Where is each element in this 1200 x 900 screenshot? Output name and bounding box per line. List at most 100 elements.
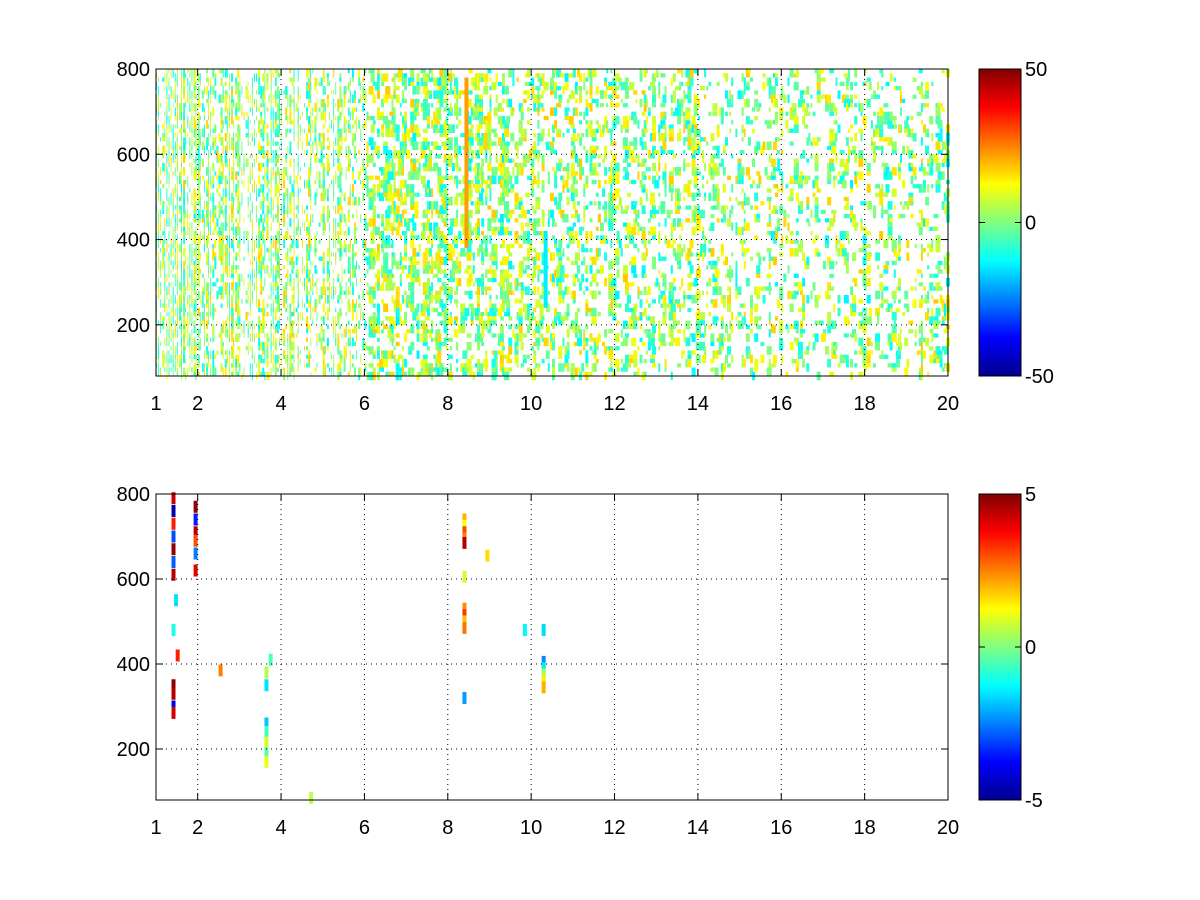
- top-heatmap-cell: [537, 73, 540, 82]
- top-heatmap-cell: [483, 115, 489, 125]
- top-heatmap-cell: [543, 115, 549, 121]
- top-heatmap-cell: [191, 162, 193, 168]
- top-heatmap-cell: [293, 320, 295, 325]
- top-heatmap-cell: [174, 222, 176, 232]
- top-heatmap-cell: [193, 141, 196, 146]
- top-heatmap-cell: [410, 111, 415, 121]
- top-heatmap-cell: [237, 179, 240, 189]
- top-heatmap-cell: [552, 218, 555, 227]
- top-heatmap-cell: [272, 367, 274, 372]
- top-heatmap-cell: [512, 158, 515, 163]
- top-heatmap-cell: [397, 77, 403, 82]
- top-heatmap-cell: [226, 90, 228, 99]
- top-heatmap-cell: [251, 239, 253, 249]
- top-heatmap-cell: [564, 107, 569, 116]
- top-heatmap-cell: [203, 239, 205, 244]
- top-heatmap-cell: [437, 111, 442, 121]
- top-heatmap-cell: [162, 260, 165, 270]
- top-heatmap-cell: [158, 192, 160, 202]
- top-heatmap-cell: [541, 184, 545, 193]
- top-heatmap-cell: [351, 252, 354, 261]
- top-heatmap-cell: [266, 150, 269, 159]
- top-heatmap-cell: [314, 235, 317, 244]
- top-heatmap-cell: [181, 303, 183, 313]
- top-heatmap-cell: [249, 120, 251, 125]
- top-heatmap-cell: [341, 132, 343, 142]
- top-heatmap-cell: [187, 90, 189, 95]
- top-heatmap-cell: [322, 107, 325, 112]
- top-heatmap-cell: [237, 81, 240, 91]
- top-heatmap-cell: [522, 158, 527, 163]
- top-heatmap-cell: [272, 299, 274, 308]
- top-heatmap-cell: [468, 90, 473, 95]
- top-heatmap-cell: [483, 132, 489, 142]
- top-heatmap-cell: [260, 371, 263, 376]
- top-heatmap-cell: [516, 363, 519, 368]
- top-heatmap-cell: [466, 115, 472, 125]
- top-heatmap-cell: [435, 209, 441, 214]
- top-heatmap-cell: [283, 90, 286, 95]
- top-heatmap-cell: [199, 128, 201, 133]
- top-heatmap-cell: [293, 277, 295, 287]
- top-heatmap-cell: [326, 98, 329, 108]
- top-heatmap-cell: [276, 103, 279, 112]
- top-heatmap-cell: [328, 111, 330, 121]
- top-heatmap-cell: [358, 69, 361, 78]
- top-heatmap-cell: [351, 286, 354, 295]
- top-heatmap-cell: [210, 303, 212, 313]
- top-heatmap-cell: [268, 201, 270, 210]
- top-heatmap-cell: [312, 316, 314, 321]
- top-heatmap-cell: [533, 248, 537, 253]
- top-heatmap-cell: [508, 367, 513, 372]
- top-heatmap-cell: [181, 341, 183, 351]
- top-heatmap-cell: [260, 324, 263, 334]
- top-heatmap-cell: [356, 239, 358, 244]
- top-heatmap-cell: [401, 367, 404, 376]
- top-heatmap-cell: [208, 294, 210, 304]
- top-heatmap-cell: [404, 179, 408, 189]
- top-heatmap-cell: [256, 218, 258, 223]
- top-heatmap-cell: [383, 73, 389, 82]
- top-heatmap-cell: [228, 137, 230, 142]
- top-heatmap-cell: [172, 209, 174, 214]
- top-heatmap-cell: [166, 363, 168, 372]
- top-heatmap-cell: [333, 124, 335, 133]
- top-heatmap-cell: [195, 354, 197, 359]
- top-heatmap-cell: [454, 329, 459, 338]
- top-heatmap-cell: [337, 132, 340, 142]
- top-heatmap-cell: [454, 77, 459, 87]
- top-heatmap-cell: [195, 111, 197, 116]
- top-heatmap-cell: [270, 111, 272, 121]
- top-heatmap-cell: [197, 329, 200, 338]
- top-heatmap-cell: [437, 188, 442, 193]
- top-heatmap-cell: [208, 358, 210, 364]
- top-heatmap-cell: [497, 115, 502, 125]
- top-heatmap-cell: [258, 329, 261, 338]
- top-heatmap-cell: [306, 107, 309, 112]
- top-heatmap-cell: [178, 145, 181, 151]
- top-heatmap-cell: [466, 252, 472, 261]
- top-heatmap-cell: [508, 273, 513, 278]
- top-heatmap-cell: [499, 179, 504, 189]
- top-heatmap-cell: [520, 282, 524, 291]
- top-heatmap-cell: [422, 303, 428, 313]
- top-heatmap-cell: [533, 141, 537, 151]
- top-heatmap-cell: [251, 107, 253, 112]
- top-heatmap-cell: [335, 324, 337, 334]
- top-heatmap-cell: [485, 196, 488, 206]
- top-heatmap-cell: [410, 324, 415, 334]
- top-heatmap-cell: [264, 333, 266, 338]
- top-heatmap-cell: [333, 175, 335, 180]
- top-heatmap-cell: [437, 98, 442, 104]
- top-heatmap-cell: [195, 69, 197, 78]
- top-heatmap-cell: [241, 273, 243, 283]
- top-heatmap-cell: [337, 205, 340, 214]
- top-heatmap-cell: [408, 256, 413, 261]
- top-heatmap-cell: [191, 81, 193, 87]
- top-heatmap-cell: [476, 226, 480, 236]
- top-heatmap-cell: [210, 175, 212, 185]
- top-heatmap-cell: [341, 218, 343, 223]
- top-heatmap-cell: [529, 243, 533, 253]
- top-heatmap-cell: [376, 269, 380, 278]
- top-heatmap-cell: [504, 179, 510, 189]
